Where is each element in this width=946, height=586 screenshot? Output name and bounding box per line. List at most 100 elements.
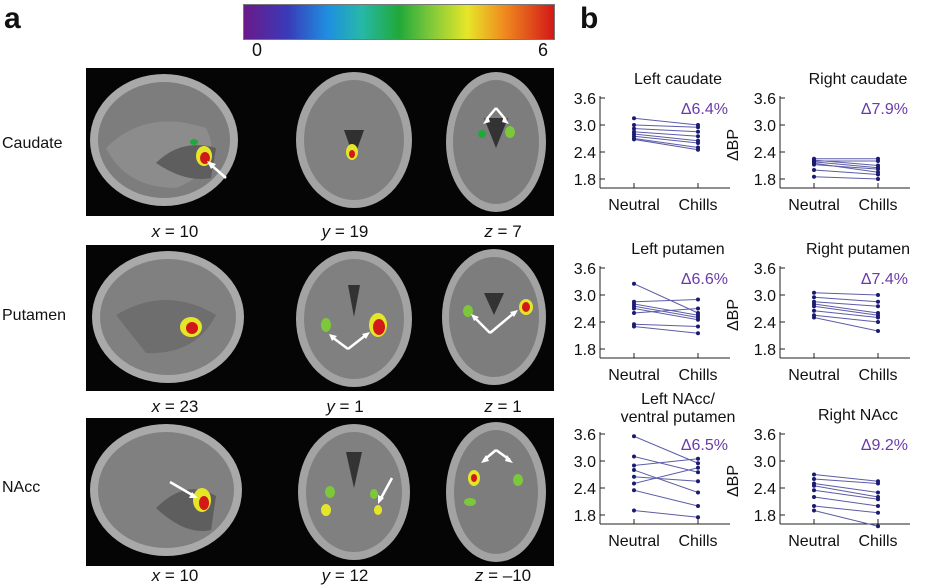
chart-4-point-chills-2: [876, 299, 880, 304]
chart-4-subject-line-5: [813, 305, 879, 316]
chart-6-xtick-label-1: Chills: [858, 533, 897, 550]
chart-5-point-chills-2: [696, 470, 700, 475]
chart-6-point-neutral-8: [812, 508, 816, 513]
chart-5-point-neutral-4: [632, 468, 636, 472]
chart-4-point-chills-8: [876, 329, 880, 333]
chart-3-ytick-label-3: 1.8: [574, 342, 596, 359]
chart-3-ytick-label-2: 2.4: [574, 315, 596, 332]
chart-4-ytick-label-1: 3.0: [754, 288, 776, 305]
caudate-coord-y: y = 19: [321, 222, 369, 241]
chart-2-point-neutral-6: [812, 162, 816, 167]
putamen-coord-z-value: 1: [512, 397, 522, 416]
chart-2-point-chills-8: [876, 177, 880, 181]
chart-2-subject-line-8: [813, 176, 879, 180]
chart-5-point-neutral-5: [632, 474, 636, 479]
chart-3-point-chills-5: [696, 317, 700, 322]
chart-1-ytick-label-1: 3.0: [574, 118, 596, 135]
chart-1-point-neutral-2: [632, 123, 636, 127]
color-scale-bar: [243, 4, 555, 40]
chart-5-point-neutral-6: [632, 481, 636, 486]
nacc-slices-image: [90, 422, 546, 562]
caudate-coord-x-value: 10: [179, 222, 199, 241]
putamen-brain-slices: [86, 245, 554, 391]
chart-1-subject-line-5: [633, 133, 699, 142]
chart-6-subject-line-6: [813, 496, 879, 507]
chart-6-point-neutral-4: [812, 483, 816, 488]
chart-5-point-neutral-2: [632, 454, 636, 459]
chart-5-point-neutral-3: [632, 463, 636, 468]
chart-3-point-neutral-8: [632, 324, 636, 329]
nacc-coord-z-value: –10: [502, 566, 532, 585]
chart-2-subject-line-4: [813, 161, 879, 169]
chart-5-point-chills-5: [696, 479, 700, 484]
chart-3-subject-line-6: [633, 308, 699, 314]
chart-1-subject-line-8: [633, 138, 699, 151]
chart-6-point-neutral-1: [812, 472, 816, 477]
nacc-coord-y-value: 12: [349, 566, 369, 585]
chart-6-subject-line-5: [813, 489, 879, 500]
chart-3-point-neutral-5: [632, 306, 636, 311]
chart-1-ytick-label-2: 2.4: [574, 145, 596, 162]
chart-5-xtick-label-1: Chills: [678, 533, 717, 550]
chart-1-point-chills-4: [696, 134, 700, 139]
chart-4-annotation: Δ7.4%: [861, 271, 908, 288]
chart-6-point-neutral-7: [812, 504, 816, 508]
chart-4-point-neutral-1: [812, 290, 816, 295]
chart-5-subject-line-3: [633, 458, 699, 466]
caudate-coord-z-value: 7: [512, 222, 522, 241]
chart-5-subject-line-7: [633, 489, 699, 507]
chart-6-title: Right NAcc: [818, 407, 898, 424]
chart-3-point-neutral-6: [632, 311, 636, 315]
chart-4-point-neutral-5: [812, 304, 816, 309]
chart-6-subject-line-8: [813, 510, 879, 527]
chart-1-subject-line-4: [633, 131, 699, 137]
chart-4-point-chills-6: [876, 315, 880, 320]
chart-2-ylabel: ΔBP: [725, 129, 742, 161]
chart-1-title: Left caudate: [634, 71, 722, 88]
chart-5-subject-line-4: [633, 469, 699, 493]
chart-1-point-chills-3: [696, 129, 700, 134]
putamen-coord-x: x = 23: [151, 397, 199, 416]
chart-6-subject-line-7: [813, 505, 879, 514]
chart-1-xtick-label-1: Chills: [678, 197, 717, 214]
chart-6-point-chills-6: [876, 504, 880, 508]
chart-4-ytick-label-2: 2.4: [754, 315, 776, 332]
panel-b-letter: b: [580, 2, 599, 35]
chart-6-ytick-label-0: 3.6: [754, 427, 776, 444]
chart-1-point-neutral-8: [632, 137, 636, 142]
chart-2-ytick-label-0: 3.6: [754, 91, 776, 108]
chart-2-subject-line-5: [813, 162, 879, 173]
row-label-caudate: Caudate: [2, 135, 63, 152]
chart-5-title-line1: Left NAcc/: [641, 391, 715, 408]
chart-6-ytick-label-2: 2.4: [754, 481, 776, 498]
chart-4-subject-line-2: [813, 296, 879, 303]
chart-6-xtick-label-0: Neutral: [788, 533, 840, 550]
chart-5-point-chills-8: [696, 515, 700, 520]
chart-6-ylabel: ΔBP: [725, 465, 742, 497]
putamen-coord-y: y = 1: [326, 397, 364, 416]
chart-1-ytick-label-0: 3.6: [574, 91, 596, 108]
chart-1-subject-line-7: [633, 138, 699, 148]
caudate-slices-image: [90, 72, 546, 212]
chart-3-xtick-label-1: Chills: [678, 367, 717, 384]
chart-1-point-chills-6: [696, 141, 700, 145]
chart-6-subject-line-4: [813, 485, 879, 498]
nacc-coord-y: y = 12: [321, 566, 369, 585]
chart-6-ytick-label-1: 3.0: [754, 454, 776, 471]
chart-2-point-chills-3: [876, 159, 880, 163]
nacc-coord-z: z = –10: [474, 566, 532, 585]
chart-5-ytick-label-3: 1.8: [574, 508, 596, 525]
chart-5-point-chills-7: [696, 504, 700, 508]
chart-4-ylabel: ΔBP: [725, 299, 742, 331]
chart-5-subject-line-8: [633, 510, 699, 518]
panel-a-letter: a: [4, 2, 21, 35]
chart-2-point-neutral-7: [812, 168, 816, 172]
chart-2-point-chills-6: [876, 167, 880, 172]
chart-6-point-chills-2: [876, 481, 880, 486]
chart-5-point-neutral-1: [632, 434, 636, 439]
chart-2-ytick-label-2: 2.4: [754, 145, 776, 162]
putamen-slices-image: [92, 249, 546, 387]
chart-6-point-chills-5: [876, 497, 880, 502]
colorbar-min-label: 0: [252, 40, 263, 60]
chart-2-subject-line-7: [813, 169, 879, 175]
